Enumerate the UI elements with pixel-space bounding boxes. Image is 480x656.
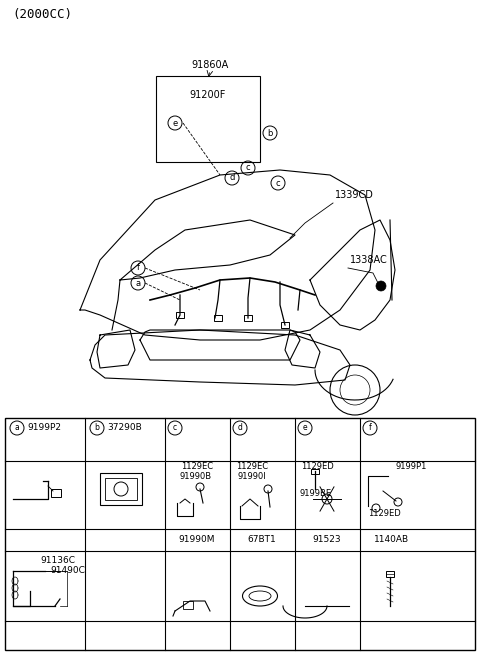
Bar — [244, 315, 252, 321]
Text: 1129EC: 1129EC — [181, 462, 213, 471]
Text: 9199BE: 9199BE — [300, 489, 332, 498]
Text: 91523: 91523 — [312, 535, 341, 544]
Text: a: a — [14, 424, 19, 432]
Text: 91860A: 91860A — [192, 60, 228, 70]
Text: d: d — [229, 173, 235, 182]
Text: 91990I: 91990I — [238, 472, 266, 481]
Text: 91990B: 91990B — [180, 472, 212, 481]
Text: f: f — [369, 424, 372, 432]
Text: 1129ED: 1129ED — [368, 509, 401, 518]
Text: 67BT1: 67BT1 — [248, 535, 276, 544]
Text: b: b — [267, 129, 273, 138]
Text: 1129EC: 1129EC — [236, 462, 268, 471]
Text: 1129ED: 1129ED — [300, 462, 334, 471]
Circle shape — [376, 281, 386, 291]
Text: (2000CC): (2000CC) — [12, 8, 72, 21]
Text: e: e — [303, 424, 307, 432]
Bar — [176, 312, 184, 318]
Text: 1339CD: 1339CD — [335, 190, 374, 200]
Bar — [281, 322, 289, 328]
Text: 91490C: 91490C — [50, 566, 85, 575]
Text: f: f — [136, 264, 140, 272]
Text: 1140AB: 1140AB — [374, 535, 409, 544]
Text: c: c — [276, 178, 280, 188]
Bar — [311, 469, 319, 474]
Bar — [183, 601, 193, 609]
Bar — [51, 489, 61, 497]
Text: 91136C: 91136C — [40, 556, 75, 565]
Text: c: c — [246, 163, 250, 173]
Text: a: a — [135, 279, 141, 287]
Bar — [100, 473, 142, 505]
Text: b: b — [95, 424, 99, 432]
Text: 9199P2: 9199P2 — [27, 424, 61, 432]
Text: 91990M: 91990M — [179, 535, 215, 544]
Bar — [214, 315, 222, 321]
Bar — [386, 571, 394, 577]
Text: e: e — [172, 119, 178, 127]
Text: d: d — [238, 424, 242, 432]
Text: 91200F: 91200F — [190, 90, 226, 100]
Text: 9199P1: 9199P1 — [395, 462, 426, 471]
Text: 37290B: 37290B — [107, 424, 142, 432]
Text: c: c — [173, 424, 177, 432]
Bar — [5, 418, 475, 650]
Text: 1338AC: 1338AC — [350, 255, 388, 265]
Bar — [105, 478, 137, 500]
